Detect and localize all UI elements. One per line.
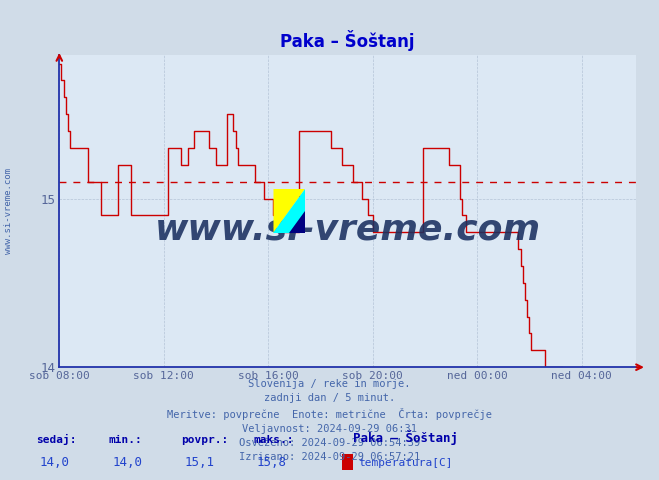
Text: 14,0: 14,0 <box>40 456 70 469</box>
Polygon shape <box>289 211 305 233</box>
Text: 14,0: 14,0 <box>112 456 142 469</box>
Text: sedaj:: sedaj: <box>36 434 76 445</box>
Polygon shape <box>273 189 305 233</box>
Text: 15,1: 15,1 <box>185 456 215 469</box>
Text: min.:: min.: <box>109 435 142 445</box>
Text: povpr.:: povpr.: <box>181 435 229 445</box>
Text: www.si-vreme.com: www.si-vreme.com <box>4 168 13 254</box>
Text: Slovenija / reke in morje.
zadnji dan / 5 minut.
Meritve: povprečne  Enote: metr: Slovenija / reke in morje. zadnji dan / … <box>167 379 492 462</box>
Text: temperatura[C]: temperatura[C] <box>358 458 453 468</box>
Title: Paka – Šoštanj: Paka – Šoštanj <box>280 30 415 51</box>
Text: Paka – Šoštanj: Paka – Šoštanj <box>353 431 457 445</box>
Text: maks.:: maks.: <box>254 435 294 445</box>
Text: 15,8: 15,8 <box>257 456 287 469</box>
Text: www.si-vreme.com: www.si-vreme.com <box>155 213 540 247</box>
Polygon shape <box>273 189 305 233</box>
